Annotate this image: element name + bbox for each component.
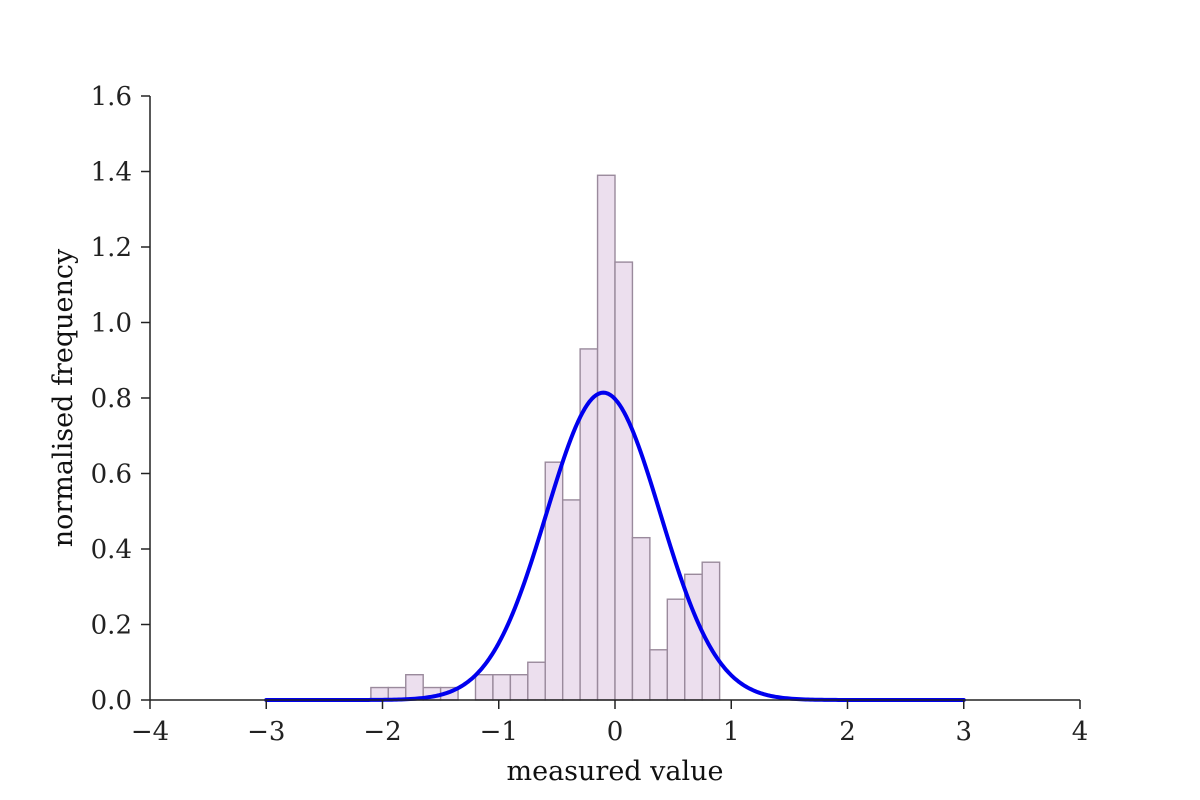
y-tick-label: 0.6 [91, 460, 132, 490]
y-tick-label: 0.2 [91, 611, 132, 641]
y-tick-label: 0.4 [91, 535, 132, 565]
y-axis-title: normalised frequency [48, 248, 79, 547]
histogram-bar [596, 174, 616, 701]
y-tick-label: 1.4 [91, 158, 132, 188]
x-tick-label: 0 [607, 717, 624, 747]
histogram-bar [492, 674, 512, 701]
x-axis-title: measured value [506, 756, 723, 787]
histogram-bar [631, 536, 651, 701]
x-tick-label: −1 [480, 717, 518, 747]
histogram-bars [370, 174, 721, 701]
x-tick-label: 2 [839, 717, 856, 747]
histogram-bar [509, 674, 529, 701]
y-tick-label: 1.6 [91, 82, 132, 112]
histogram-bar [544, 461, 564, 701]
y-tick-label: 0.0 [91, 686, 132, 716]
histogram-bar [649, 649, 669, 701]
x-tick-label: −3 [247, 717, 285, 747]
histogram-bar [561, 499, 581, 701]
histogram-bar [614, 261, 634, 701]
y-tick-label: 1.0 [91, 309, 132, 339]
histogram-bar [474, 674, 494, 701]
x-tick-label: −2 [363, 717, 401, 747]
histogram-bar [527, 661, 546, 701]
y-axis-ticks: 0.0 0.2 0.4 0.6 0.8 1.0 1.2 1.4 1.6 [91, 82, 150, 716]
y-tick-label: 1.2 [91, 233, 132, 263]
x-tick-label: −4 [131, 717, 169, 747]
x-tick-label: 1 [723, 717, 740, 747]
histogram-bar [666, 598, 686, 701]
x-axis-ticks: −4 −3 −2 −1 0 1 2 3 4 [131, 700, 1088, 747]
x-tick-label: 4 [1072, 717, 1089, 747]
x-tick-label: 3 [955, 717, 972, 747]
y-tick-label: 0.8 [91, 384, 132, 414]
histogram-bar [701, 561, 721, 701]
